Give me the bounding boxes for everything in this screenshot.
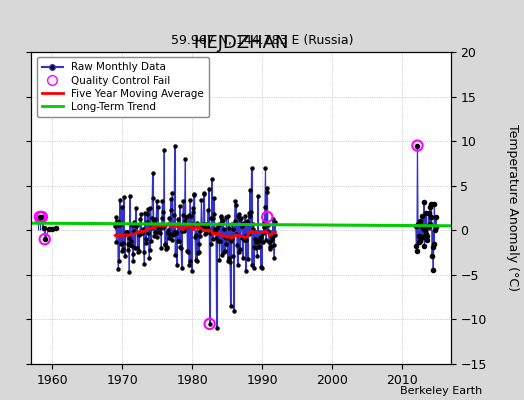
Y-axis label: Temperature Anomaly (°C): Temperature Anomaly (°C) bbox=[506, 124, 519, 292]
Title: HEJDZHAN: HEJDZHAN bbox=[193, 34, 289, 52]
Point bbox=[40, 236, 49, 242]
Point bbox=[36, 214, 44, 220]
Text: Berkeley Earth: Berkeley Earth bbox=[400, 386, 482, 396]
Point bbox=[263, 214, 271, 220]
Legend: Raw Monthly Data, Quality Control Fail, Five Year Moving Average, Long-Term Tren: Raw Monthly Data, Quality Control Fail, … bbox=[37, 57, 209, 117]
Point bbox=[413, 142, 422, 149]
Point bbox=[38, 214, 46, 220]
Text: 59.967 N, 144.783 E (Russia): 59.967 N, 144.783 E (Russia) bbox=[171, 34, 353, 47]
Point bbox=[205, 321, 214, 327]
